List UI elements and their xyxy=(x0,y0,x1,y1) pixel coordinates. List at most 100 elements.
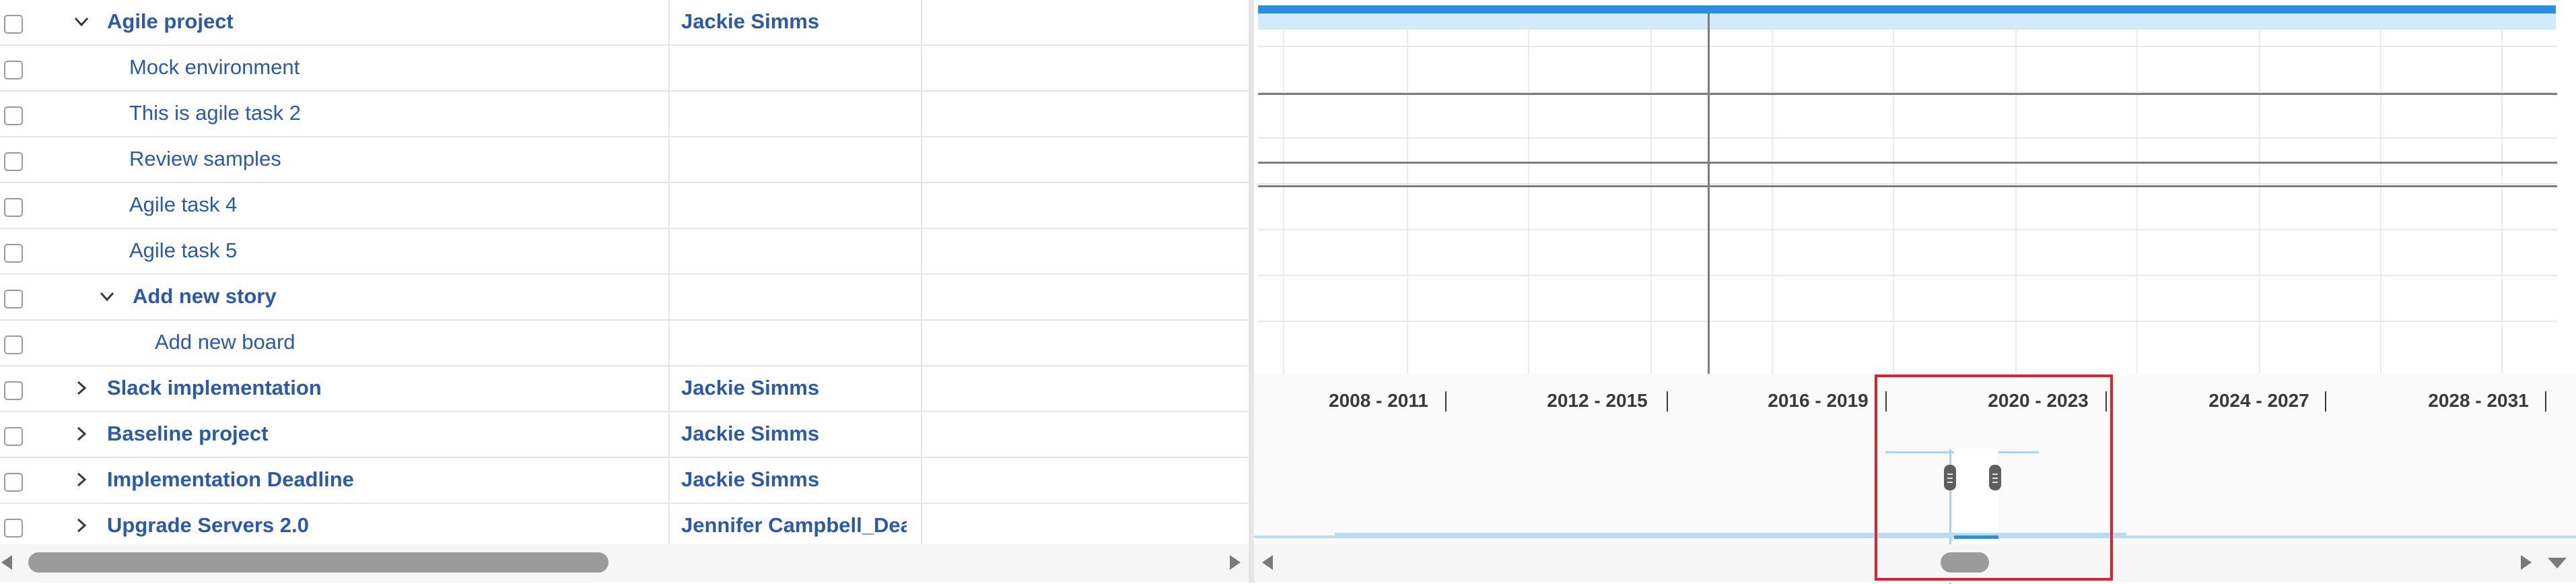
row-line xyxy=(1258,229,2557,230)
overview-task-line xyxy=(1949,449,1951,584)
task-owner[interactable] xyxy=(681,92,907,137)
chevron-right-icon[interactable] xyxy=(69,467,94,492)
grid-line xyxy=(1650,13,1652,374)
task-owner[interactable] xyxy=(681,321,907,366)
timeline-overview[interactable]: 2008 - 2011 2012 - 2015 2016 - 2019 2020… xyxy=(1254,374,2576,584)
task-name[interactable]: This is agile task 2 xyxy=(129,101,301,125)
task-row[interactable]: Implementation Deadline Jackie Simms xyxy=(0,458,1249,504)
row-checkbox[interactable] xyxy=(4,152,23,171)
row-checkbox[interactable] xyxy=(4,335,23,354)
chevron-down-icon[interactable] xyxy=(69,9,94,34)
grid-line xyxy=(2136,13,2138,374)
today-line xyxy=(1708,13,1710,374)
task-row[interactable]: Review samples xyxy=(0,137,1249,183)
task-name[interactable]: Add new story xyxy=(133,284,277,308)
triangle-left-icon[interactable] xyxy=(1262,555,1273,570)
row-line xyxy=(1258,183,2557,185)
task-row[interactable]: Agile task 5 xyxy=(0,229,1249,275)
task-row[interactable]: This is agile task 2 xyxy=(0,92,1249,137)
chevron-right-icon[interactable] xyxy=(69,376,94,400)
task-owner[interactable] xyxy=(681,229,907,275)
task-name[interactable]: Implementation Deadline xyxy=(107,467,354,491)
row-checkbox[interactable] xyxy=(4,427,23,446)
period-tick xyxy=(1667,391,1668,412)
chevron-right-icon[interactable] xyxy=(69,422,94,446)
row-checkbox[interactable] xyxy=(4,519,23,538)
task-grid: Agile project Jackie Simms Mock environm… xyxy=(0,0,1249,583)
task-row[interactable]: Agile project Jackie Simms xyxy=(0,0,1249,46)
range-end-handle[interactable] xyxy=(1989,465,2001,490)
period-label: 2012 - 2015 xyxy=(1547,390,1648,411)
grid-line xyxy=(1407,13,1408,374)
row-checkbox[interactable] xyxy=(4,381,23,400)
task-name[interactable]: Agile task 5 xyxy=(129,238,238,262)
range-start-handle[interactable] xyxy=(1944,465,1956,490)
task-row[interactable]: Mock environment xyxy=(0,46,1249,92)
row-checkbox[interactable] xyxy=(4,290,23,309)
task-owner[interactable]: Jackie Simms xyxy=(681,467,820,491)
row-checkbox[interactable] xyxy=(4,244,23,263)
period-label: 2020 - 2023 xyxy=(1988,390,2089,411)
grid-line xyxy=(2015,13,2017,374)
task-owner[interactable]: Jackie Simms xyxy=(681,422,820,445)
task-row[interactable]: Upgrade Servers 2.0 Jennifer Campbell_De… xyxy=(0,504,1249,544)
triangle-left-icon[interactable] xyxy=(1,555,12,570)
task-row[interactable]: Slack implementation Jackie Simms xyxy=(0,366,1249,412)
grid-line xyxy=(1772,13,1773,374)
task-owner[interactable] xyxy=(681,275,907,321)
task-name[interactable]: Add new board xyxy=(155,330,295,354)
task-name[interactable]: Upgrade Servers 2.0 xyxy=(107,513,309,537)
dependency-line xyxy=(1258,185,2557,187)
overview-range-track xyxy=(1254,536,2576,538)
task-row[interactable]: Add new board xyxy=(0,321,1249,366)
summary-bar[interactable] xyxy=(1258,5,2556,13)
column-divider xyxy=(921,0,922,544)
row-line xyxy=(1258,275,2557,276)
grid-line xyxy=(1528,13,1529,374)
task-owner[interactable]: Jennifer Campbell_Dead xyxy=(681,513,907,537)
task-row[interactable]: Agile task 4 xyxy=(0,183,1249,229)
chevron-right-icon[interactable] xyxy=(69,513,94,538)
row-checkbox[interactable] xyxy=(4,106,23,125)
task-owner[interactable] xyxy=(681,46,907,92)
gantt-horizontal-scrollbar[interactable] xyxy=(1254,544,2576,583)
grid-horizontal-scrollbar[interactable] xyxy=(0,544,1249,583)
task-name[interactable]: Slack implementation xyxy=(107,376,322,399)
task-owner[interactable]: Jackie Simms xyxy=(681,9,820,33)
task-row[interactable]: Add new story xyxy=(0,275,1249,321)
period-tick xyxy=(2325,391,2326,412)
task-name[interactable]: Agile project xyxy=(107,9,234,33)
period-tick xyxy=(2545,391,2546,412)
task-name[interactable]: Agile task 4 xyxy=(129,193,238,216)
period-label: 2008 - 2011 xyxy=(1329,390,1428,411)
chevron-down-icon[interactable] xyxy=(95,284,119,309)
task-owner[interactable] xyxy=(681,137,907,183)
row-line xyxy=(1258,137,2557,139)
row-checkbox[interactable] xyxy=(4,15,23,34)
task-name[interactable]: Mock environment xyxy=(129,55,300,79)
task-owner[interactable]: Jackie Simms xyxy=(681,376,820,399)
triangle-right-icon[interactable] xyxy=(2521,555,2532,570)
task-row[interactable]: Baseline project Jackie Simms xyxy=(0,412,1249,458)
task-name[interactable]: Review samples xyxy=(129,147,281,170)
grid-line xyxy=(2380,13,2381,374)
panel-splitter[interactable] xyxy=(1249,0,1254,583)
row-checkbox[interactable] xyxy=(4,61,23,79)
row-line xyxy=(1258,321,2557,322)
task-name[interactable]: Baseline project xyxy=(107,422,269,445)
period-tick xyxy=(1885,391,1887,412)
row-line xyxy=(1258,92,2557,93)
row-line xyxy=(1258,46,2557,47)
period-label: 2028 - 2031 xyxy=(2428,390,2529,411)
task-owner[interactable] xyxy=(681,183,907,229)
column-divider xyxy=(668,0,670,544)
scrollbar-thumb[interactable] xyxy=(1941,552,1989,573)
row-checkbox[interactable] xyxy=(4,198,23,217)
period-label: 2016 - 2019 xyxy=(1768,390,1869,411)
grid-line xyxy=(1283,13,1284,374)
triangle-right-icon[interactable] xyxy=(1230,555,1241,570)
triangle-down-icon[interactable] xyxy=(2548,558,2567,569)
row-checkbox[interactable] xyxy=(4,473,23,492)
overview-range-selected xyxy=(1954,536,1998,539)
scrollbar-thumb[interactable] xyxy=(28,552,608,573)
